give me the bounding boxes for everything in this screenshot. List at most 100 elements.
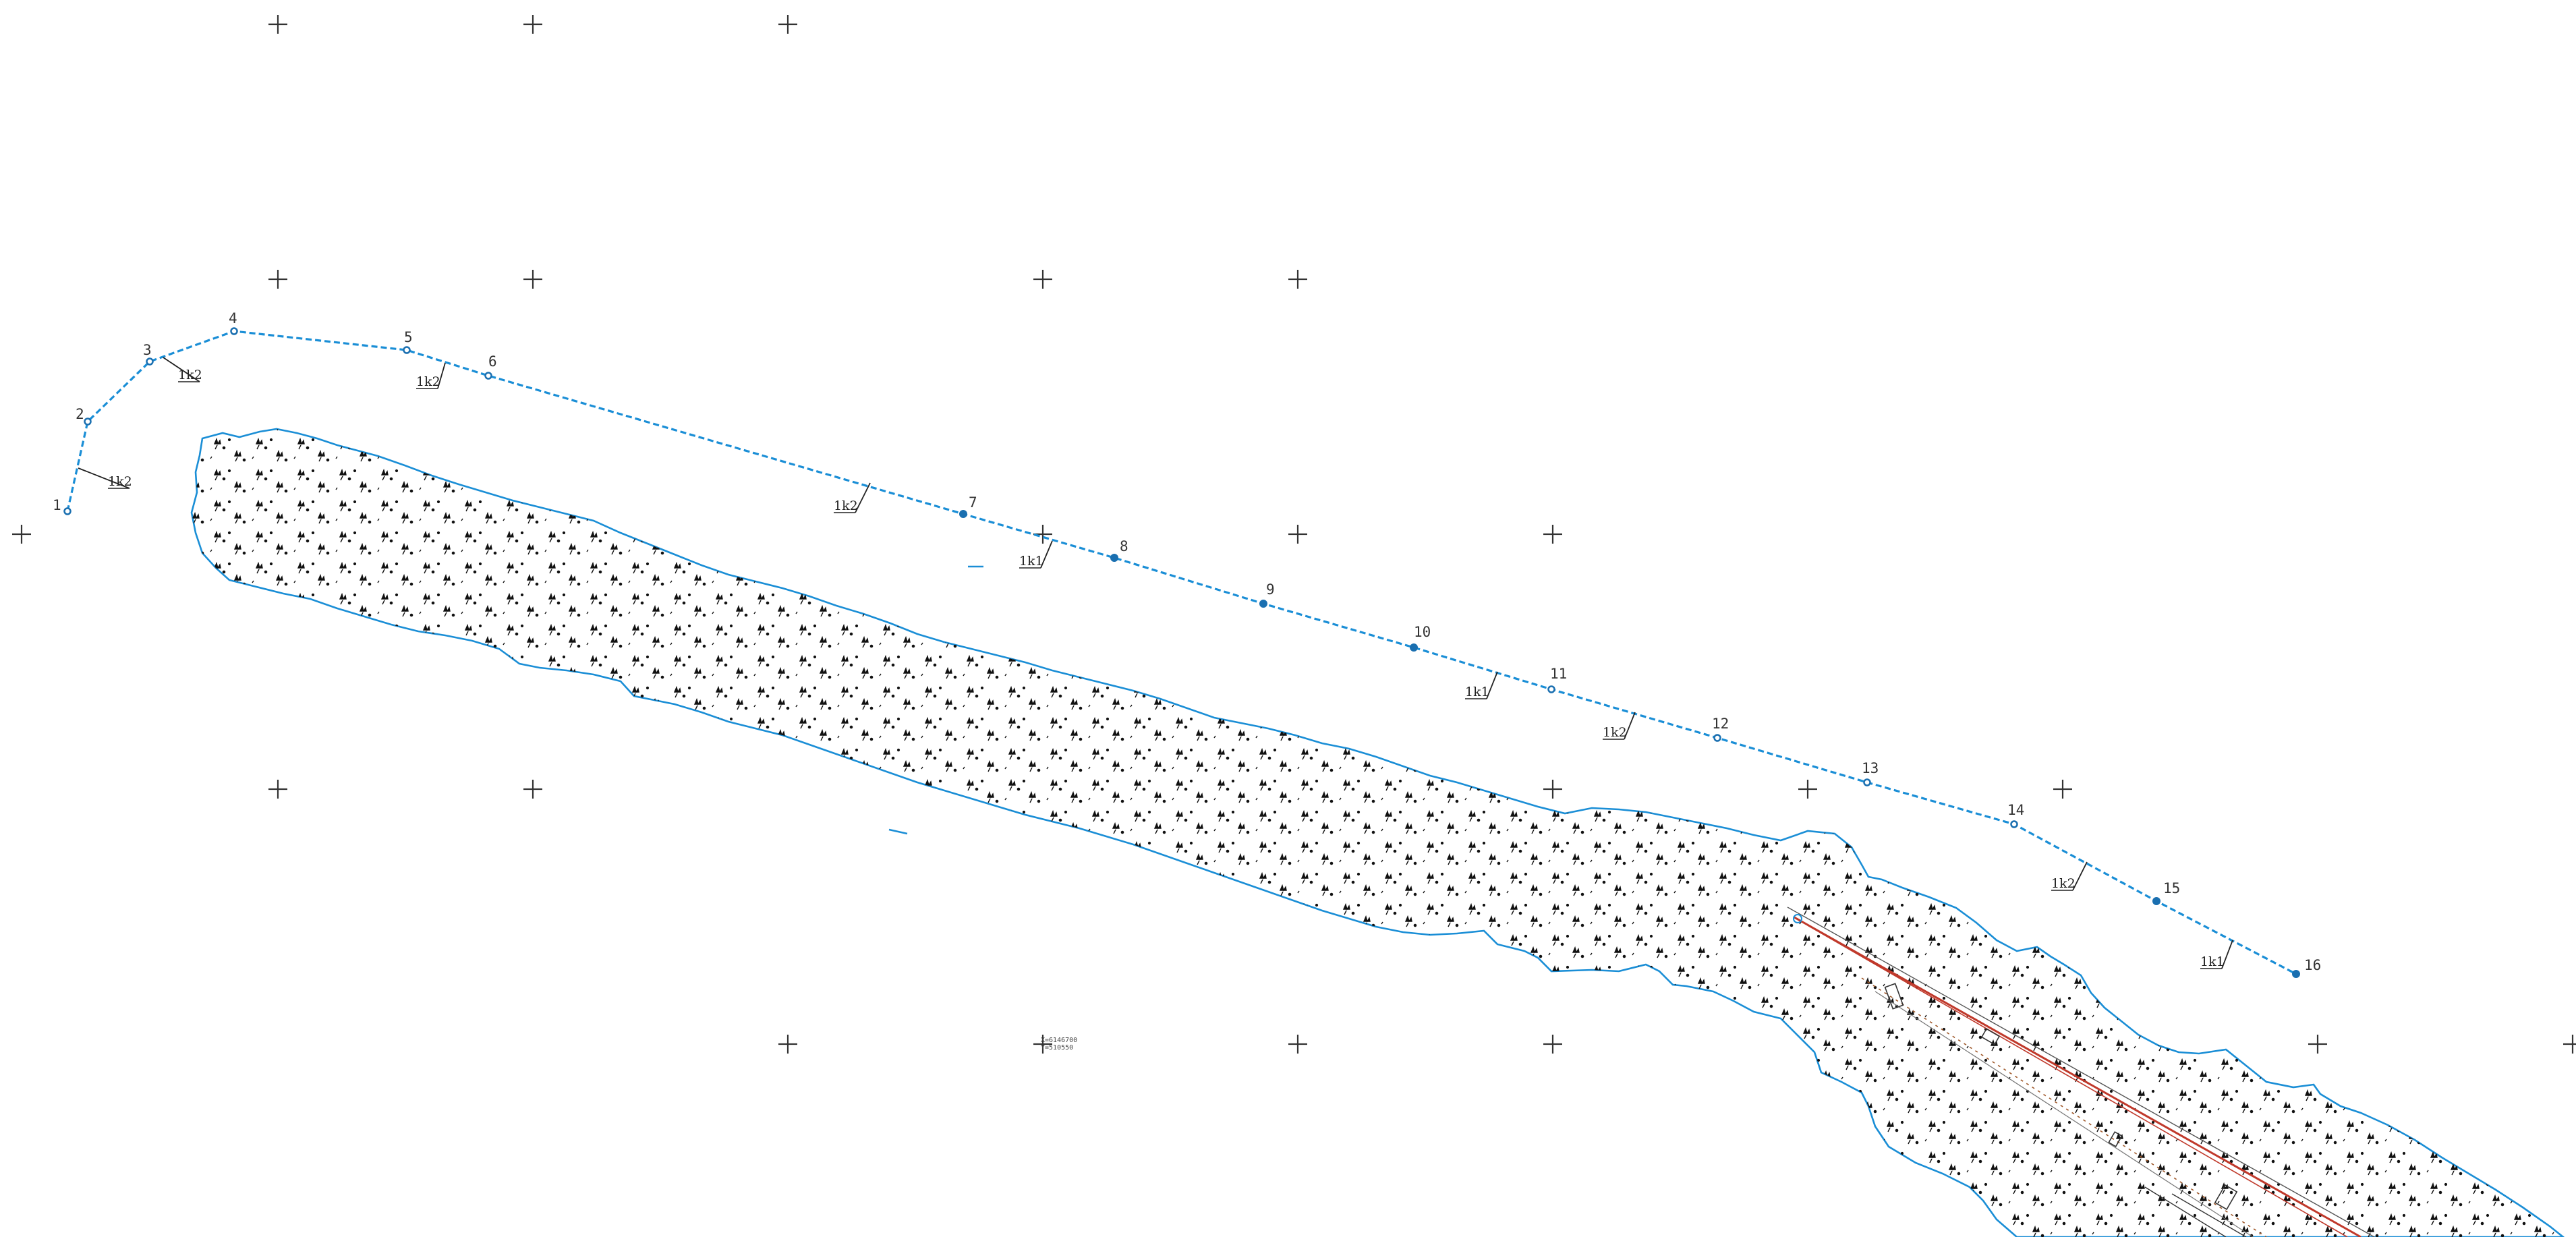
class-label-leader <box>78 467 130 489</box>
class-label-leader <box>2072 861 2088 891</box>
building <box>2214 1184 2238 1211</box>
grid-cross <box>778 15 797 34</box>
route-point-label: 6 <box>488 353 497 370</box>
class-label: 1k2 <box>416 374 440 389</box>
route-vertex <box>2010 820 2018 828</box>
route-point-label: 14 <box>2007 802 2024 818</box>
class-label: 1k2 <box>178 368 202 382</box>
grid-cross <box>778 1035 797 1054</box>
route-point-label: 10 <box>1414 624 1431 640</box>
grid-cross <box>523 270 542 289</box>
class-labels: 1k2 1k2 1k2 1k2 1k1 1k1 1k2 1k2 1k1 <box>78 357 2233 969</box>
grid-cross <box>2563 1035 2576 1054</box>
class-label-group: 1k2 <box>78 467 132 489</box>
building <box>2108 1131 2123 1147</box>
class-label-group: 1k1 <box>1465 671 1498 699</box>
class-label-leader <box>1624 712 1636 740</box>
class-label-group: 1k2 <box>1603 712 1636 740</box>
grid-cross <box>2308 1035 2327 1054</box>
route-vertex <box>403 346 411 354</box>
class-label: 1k1 <box>1019 554 1043 569</box>
grid-cross <box>268 15 287 34</box>
vegetation-fill <box>192 429 2563 1237</box>
class-label-leader <box>437 362 446 389</box>
route-point-label: 2 <box>76 406 84 422</box>
route-point-label: 3 <box>143 342 152 358</box>
class-label-leader <box>2221 940 2233 969</box>
class-label: 1k1 <box>2200 954 2225 969</box>
route-vertex <box>959 510 967 518</box>
route-vertex <box>1110 554 1118 562</box>
grid-note-line1: X=6146700 <box>1041 1037 1077 1044</box>
route-vertex <box>63 507 71 515</box>
class-label-group: 1k1 <box>1019 540 1053 569</box>
class-label: 1k2 <box>108 474 132 489</box>
class-label: 1k2 <box>1603 725 1627 740</box>
route-point-label: 15 <box>2163 880 2180 896</box>
road-edge-3 <box>1874 991 2254 1237</box>
grid-cross <box>1033 1035 1052 1054</box>
building <box>1980 1028 2001 1045</box>
railway-track-secondary <box>1807 925 2348 1237</box>
grid-cross <box>1288 525 1307 544</box>
blue-symbol <box>1793 914 1802 923</box>
grid-cross <box>523 780 542 799</box>
route-point-label: 13 <box>1862 760 1879 776</box>
class-label-group: 1k2 <box>416 362 446 389</box>
route-vertex <box>230 327 238 335</box>
route-point-label: 11 <box>1550 666 1567 682</box>
class-label: 1k2 <box>2051 876 2076 891</box>
route-vertex <box>1410 643 1418 652</box>
route-vertex <box>484 372 492 380</box>
route-point-label: 8 <box>1120 538 1128 554</box>
road-edge <box>1787 907 2375 1237</box>
grid-note: X=6146700 Y=510550 <box>1041 1037 1077 1052</box>
class-label-group: 1k1 <box>2200 940 2233 969</box>
route-vertex <box>146 357 154 366</box>
grid-cross <box>1288 1035 1307 1054</box>
grid-note-line2: Y=510550 <box>1041 1044 1073 1052</box>
route-vertex <box>1713 734 1721 742</box>
route-vertex <box>84 418 92 426</box>
route-vertex <box>1259 600 1267 608</box>
class-label-leader <box>1486 671 1498 699</box>
route-point-label: 1 <box>53 497 61 513</box>
class-label-group: 1k2 <box>163 357 202 382</box>
route-point-label: 4 <box>229 310 237 326</box>
route-point-label: 5 <box>404 329 413 345</box>
grid-cross <box>12 525 31 544</box>
route-vertex <box>1547 685 1555 693</box>
grid-cross <box>268 270 287 289</box>
route-line <box>66 330 2297 975</box>
route-vertex <box>2292 970 2300 978</box>
grid-cross <box>1288 270 1307 289</box>
grid-cross <box>1543 1035 1562 1054</box>
grid-crosses <box>12 15 2576 1054</box>
road-edge-4 <box>2144 1186 2227 1237</box>
building <box>1884 983 1904 1010</box>
grid-cross <box>268 780 287 799</box>
route-point-label: 9 <box>1266 581 1275 598</box>
road-edge-5 <box>2171 1193 2247 1237</box>
grid-cross <box>1543 780 1562 799</box>
route-point-label: 12 <box>1712 716 1729 732</box>
class-label-group: 1k2 <box>834 482 871 513</box>
route-vertex <box>1863 778 1871 786</box>
class-label: 1k1 <box>1465 685 1489 699</box>
grid-cross <box>2053 780 2072 799</box>
grid-cross <box>1543 525 1562 544</box>
class-label-group: 1k2 <box>2051 861 2088 891</box>
blue-tick <box>888 828 908 835</box>
route-point-label: 7 <box>969 494 977 511</box>
class-label-leader <box>163 357 200 382</box>
railway-corridor <box>1787 907 2375 1237</box>
class-label-leader <box>855 482 871 513</box>
grid-cross <box>1798 780 1817 799</box>
railway-track <box>1794 916 2362 1237</box>
route-vertices <box>63 327 2300 978</box>
route-point-label: 16 <box>2304 957 2321 973</box>
road-edge-2 <box>1861 977 2267 1237</box>
route-vertex <box>2152 897 2160 905</box>
